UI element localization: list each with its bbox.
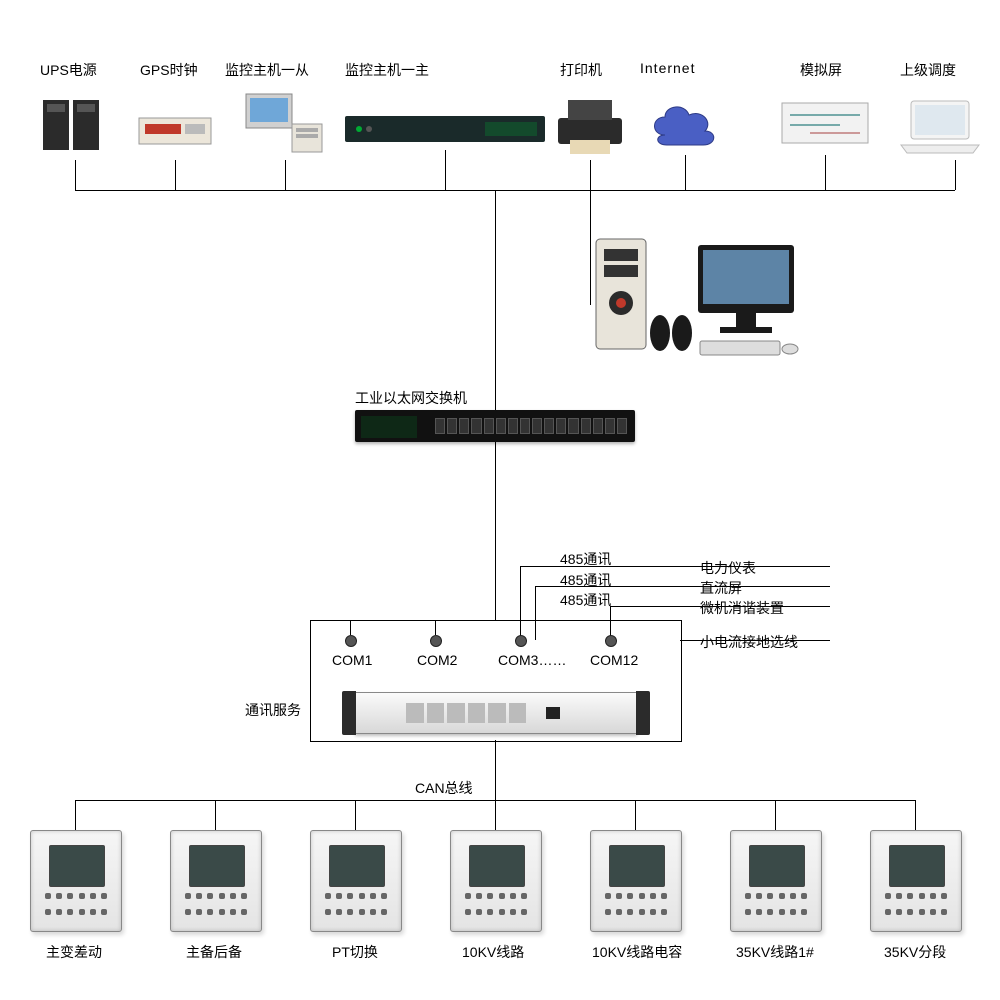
drop-mon-master <box>445 150 446 190</box>
drop-b6 <box>775 800 776 830</box>
relay-5-icon <box>590 830 682 932</box>
label-printer: 打印机 <box>560 60 602 80</box>
label-relay6: 35KV线路1# <box>736 942 814 962</box>
mimic-panel-icon <box>780 95 860 165</box>
label-485-1: 485通讯 <box>560 549 611 569</box>
com12-port-icon <box>605 635 617 647</box>
printer-icon <box>550 90 630 160</box>
monitor-slave-icon <box>240 90 320 160</box>
drop-mon-slave <box>285 160 286 190</box>
ups-icon <box>35 90 115 160</box>
label-gps: GPS时钟 <box>140 60 198 80</box>
label-internet: Internet <box>640 60 695 76</box>
drop-b1 <box>75 800 76 830</box>
drop-b5 <box>635 800 636 830</box>
drop-ups <box>75 160 76 190</box>
trunk-upper <box>495 190 496 410</box>
com2-port-icon <box>430 635 442 647</box>
drop-b7 <box>915 800 916 830</box>
drop-internet <box>685 155 686 190</box>
diagram-canvas: UPS电源 GPS时钟 监控主机一从 监控主机一主 打印机 Internet 模… <box>0 0 1000 1000</box>
label-ups: UPS电源 <box>40 60 97 80</box>
drop-gps <box>175 160 176 190</box>
drop-b3 <box>355 800 356 830</box>
trunk-can <box>495 740 496 800</box>
label-relay4: 10KV线路 <box>462 942 524 962</box>
dispatch-laptop-icon <box>895 95 975 165</box>
relay-7-icon <box>870 830 962 932</box>
label-485-1r: 电力仪表 <box>700 558 756 578</box>
label-485-2r: 直流屏 <box>700 578 742 598</box>
label-can: CAN总线 <box>415 778 473 798</box>
ethernet-switch-icon <box>355 410 635 442</box>
label-mon-slave: 监控主机一从 <box>225 60 309 80</box>
label-485-2: 485通讯 <box>560 570 611 590</box>
comm-server-icon <box>355 692 637 734</box>
label-relay1: 主变差动 <box>46 942 102 962</box>
label-com3: COM3…… <box>498 652 566 668</box>
com1-stub <box>350 620 351 635</box>
label-switch: 工业以太网交换机 <box>355 388 467 408</box>
label-commsrv: 通讯服务 <box>245 700 301 720</box>
drop-b2 <box>215 800 216 830</box>
relay-4-icon <box>450 830 542 932</box>
com1-port-icon <box>345 635 357 647</box>
label-relay2: 主备后备 <box>186 942 242 962</box>
drop-b4 <box>495 800 496 830</box>
relay-3-icon <box>310 830 402 932</box>
drop-printer <box>590 160 591 190</box>
label-485-3: 485通讯 <box>560 590 611 610</box>
top-bus-line <box>75 190 955 191</box>
drop-dispatch <box>955 160 956 190</box>
drop-mimic <box>825 155 826 190</box>
label-relay7: 35KV分段 <box>884 942 946 962</box>
label-com2: COM2 <box>417 652 457 668</box>
com3-port-icon <box>515 635 527 647</box>
label-dispatch: 上级调度 <box>900 60 956 80</box>
workstation-icon <box>590 225 800 365</box>
com2-stub <box>435 620 436 635</box>
label-485-3r: 微机消谐装置 <box>700 598 784 618</box>
label-relay3: PT切换 <box>332 942 378 962</box>
trunk-lower <box>495 442 496 620</box>
label-com1: COM1 <box>332 652 372 668</box>
relay-2-icon <box>170 830 262 932</box>
monitor-master-icon <box>345 110 545 150</box>
label-mimic: 模拟屏 <box>800 60 842 80</box>
label-mon-master: 监控主机一主 <box>345 60 429 80</box>
label-com12: COM12 <box>590 652 638 668</box>
relay-1-icon <box>30 830 122 932</box>
label-relay5: 10KV线路电容 <box>592 942 682 962</box>
label-485-4r: 小电流接地选线 <box>700 632 798 652</box>
relay-6-icon <box>730 830 822 932</box>
